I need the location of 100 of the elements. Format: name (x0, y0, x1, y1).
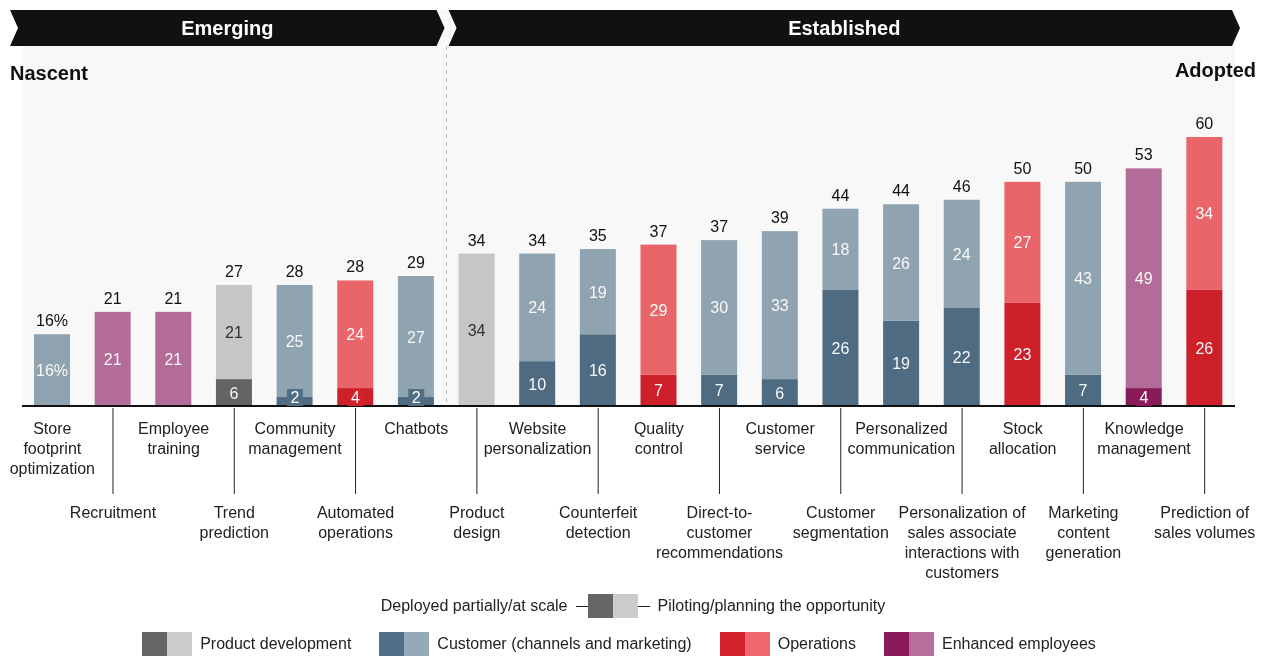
x-tick-label: Quality control (633, 420, 684, 457)
total-label: 21 (103, 289, 122, 307)
x-tick-label: Customer service (745, 420, 816, 457)
total-label: 21 (164, 289, 183, 307)
data-label: 7 (714, 382, 724, 400)
x-tick-label: Marketing content generation (1045, 504, 1122, 561)
bar (1125, 168, 1162, 389)
data-label: 24 (952, 245, 971, 263)
total-label: 50 (1074, 159, 1093, 177)
data-label: 19 (588, 283, 607, 301)
bar (761, 379, 798, 406)
bar (1065, 181, 1102, 375)
bar (943, 307, 980, 406)
data-label: 34 (1195, 205, 1214, 223)
bar (1186, 289, 1223, 406)
bar (943, 199, 980, 308)
text: Adopted (1174, 59, 1256, 81)
total-label: 28 (285, 262, 304, 280)
bar (519, 253, 556, 362)
bar (458, 253, 495, 406)
data-label: 29 (649, 301, 668, 319)
legend-label: Product development (200, 635, 352, 653)
total-label: 16% (35, 312, 69, 330)
x-tick-label: Prediction of sales volumes (1153, 504, 1256, 541)
total-label: 34 (528, 231, 547, 249)
total-label: 37 (649, 222, 668, 240)
data-label: 26 (892, 254, 911, 272)
text: Nascent (10, 62, 89, 84)
bar (701, 374, 738, 406)
legend-label: Customer (channels and marketing) (437, 635, 692, 653)
bar (215, 379, 252, 406)
data-label: 18 (831, 241, 850, 259)
bar (1004, 181, 1041, 303)
total-label: 53 (1134, 146, 1153, 164)
bar (640, 244, 677, 375)
bar (155, 311, 192, 406)
data-label: 19 (892, 355, 911, 373)
bar (883, 320, 920, 406)
bar (579, 334, 616, 406)
x-tick-label: Recruitment (69, 504, 157, 521)
x-tick-label: Trend prediction (199, 504, 269, 541)
bar (215, 284, 252, 380)
total-label: 44 (892, 182, 911, 200)
bar (761, 231, 798, 380)
x-tick-label: Counterfeit detection (559, 504, 638, 541)
data-label: 16 (588, 362, 607, 380)
data-label: 33 (770, 297, 789, 315)
data-label: 10 (528, 375, 547, 393)
x-tick-label: Chatbots (384, 420, 449, 437)
x-tick-label: Direct-to-customer recommendations (655, 504, 784, 561)
x-tick-label: Customer segmentation (792, 504, 889, 541)
x-tick-label: Automated operations (316, 504, 395, 541)
data-label: 21 (164, 350, 183, 368)
data-label: 26 (831, 339, 850, 357)
x-tick-label: Knowledge management (1097, 420, 1192, 457)
band-label: Established (788, 17, 901, 39)
bar (822, 208, 859, 290)
text: Deployed partially/at scale (380, 597, 568, 615)
bar (1186, 137, 1223, 290)
total-label: 27 (225, 262, 243, 280)
total-label: 46 (952, 177, 971, 195)
data-label: 6 (775, 384, 785, 402)
bar (94, 311, 131, 406)
legend-label: Enhanced employees (941, 635, 1096, 653)
x-tick-label: Community management (248, 420, 343, 457)
bar (519, 361, 556, 406)
data-label: 6 (229, 384, 239, 402)
bar (883, 204, 920, 321)
x-tick-label: Website personalization (483, 420, 592, 457)
data-label: 4 (351, 389, 361, 406)
data-label: 27 (1013, 234, 1032, 252)
x-tick-label: Personalized communication (847, 420, 956, 457)
data-label: 2 (411, 389, 421, 406)
text: Piloting/planning the opportunity (657, 597, 886, 615)
total-label: 50 (1013, 159, 1032, 177)
x-tick-label: Personalization of sales associate interactions with customers (898, 504, 1027, 581)
data-label: 25 (285, 332, 304, 350)
data-label: 26 (1195, 339, 1214, 357)
bar (1065, 374, 1102, 406)
total-label: 37 (710, 218, 729, 236)
data-label: 4 (1139, 389, 1149, 406)
x-tick-label: Stock allocation (988, 420, 1057, 457)
bar (701, 240, 738, 375)
data-label: 7 (654, 382, 664, 400)
x-tick-label: Product design (449, 504, 505, 541)
data-label: 30 (710, 299, 729, 317)
total-label: 60 (1195, 115, 1214, 132)
bar (640, 374, 677, 406)
data-label: 27 (407, 328, 425, 346)
data-label: 22 (952, 348, 971, 366)
bar (337, 280, 374, 389)
data-label: 23 (1013, 346, 1032, 364)
bar (822, 289, 859, 406)
x-tick-label: Employee training (138, 420, 210, 457)
data-label: 34 (467, 321, 486, 339)
band-label: Emerging (181, 17, 274, 39)
data-label: 21 (225, 324, 243, 342)
legend-label: Operations (777, 635, 856, 653)
bar (579, 249, 616, 335)
total-label: 29 (407, 253, 425, 271)
